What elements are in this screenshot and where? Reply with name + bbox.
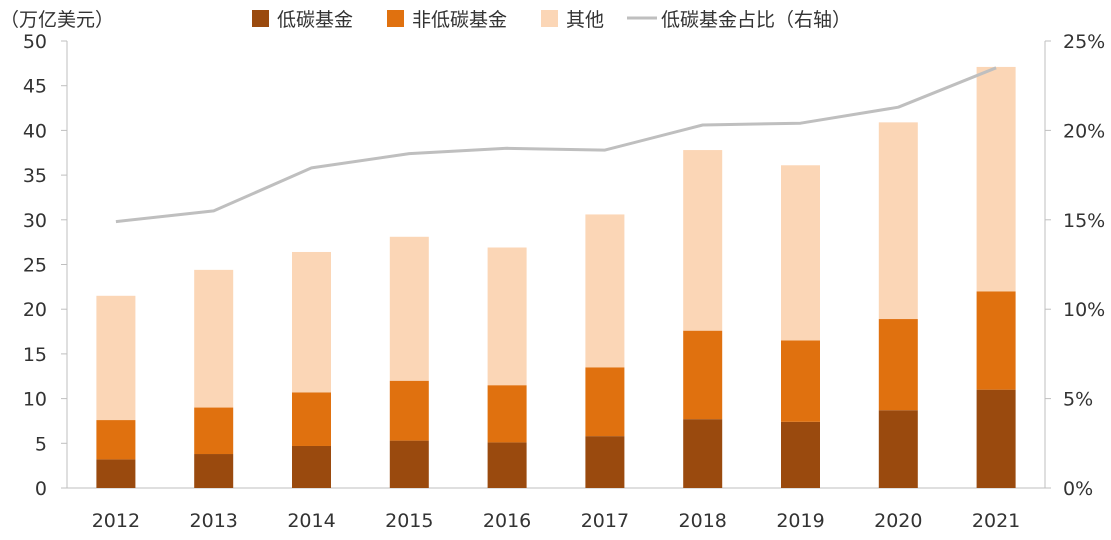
bar-segment-other — [781, 165, 820, 341]
legend-label-other: 其他 — [566, 9, 604, 31]
right-tick-label: 10% — [1063, 299, 1105, 321]
share-line — [115, 66, 997, 224]
bar-segment-non-low-carbon — [683, 330, 723, 420]
bar-segment-non-low-carbon — [292, 392, 331, 446]
right-axis-ticks: 0% 5% 10% 15% 20% 25% — [1045, 31, 1105, 500]
bar-segment-non-low-carbon — [487, 385, 527, 443]
legend-label-non-low-carbon: 非低碳基金 — [412, 9, 507, 31]
bar-segment-low-carbon — [96, 459, 136, 488]
bar-segment-other — [683, 150, 723, 331]
left-tick-label: 35 — [23, 165, 47, 187]
x-tick-label: 2020 — [874, 510, 922, 532]
x-tick-label: 2012 — [92, 510, 140, 532]
bar-segment-low-carbon — [781, 421, 820, 488]
left-axis-ticks: 0 5 10 15 20 25 30 35 40 45 50 — [23, 31, 67, 500]
left-tick-label: 15 — [23, 344, 47, 366]
bar-segment-other — [292, 251, 331, 393]
bar-segment-other — [585, 214, 625, 368]
left-tick-label: 30 — [23, 210, 47, 232]
legend: 低碳基金 非低碳基金 其他 低碳基金占比（右轴） — [252, 9, 851, 31]
x-tick-label: 2021 — [972, 510, 1020, 532]
bar-segment-low-carbon — [292, 445, 331, 488]
bar-segment-other — [194, 269, 234, 408]
bar-segment-non-low-carbon — [96, 420, 136, 460]
x-tick-label: 2016 — [483, 510, 531, 532]
right-tick-label: 25% — [1063, 31, 1105, 53]
right-tick-label: 5% — [1063, 389, 1093, 411]
legend-label-low-carbon: 低碳基金 — [277, 9, 353, 31]
bar-segment-low-carbon — [389, 440, 429, 488]
left-tick-label: 40 — [23, 120, 47, 142]
bar-segment-low-carbon — [585, 436, 625, 488]
x-axis-labels: 2012 2013 2014 2015 2016 2017 2018 2019 2020 2021 — [92, 510, 1021, 532]
bar-segment-low-carbon — [683, 419, 723, 488]
left-tick-label: 45 — [23, 76, 47, 98]
x-tick-label: 2017 — [581, 510, 629, 532]
bar-segment-other — [976, 66, 1016, 292]
x-tick-label: 2013 — [190, 510, 238, 532]
bar-segment-non-low-carbon — [585, 367, 625, 437]
right-tick-label: 15% — [1063, 210, 1105, 232]
x-tick-label: 2018 — [679, 510, 727, 532]
bar-segment-non-low-carbon — [781, 340, 820, 422]
bar-segment-other — [487, 247, 527, 386]
left-tick-label: 5 — [35, 433, 47, 455]
bar-segment-low-carbon — [487, 442, 527, 488]
left-tick-label: 10 — [23, 389, 47, 411]
left-axis-unit-label: （万亿美元） — [0, 9, 114, 31]
legend-swatch-low-carbon — [252, 10, 269, 27]
left-tick-label: 25 — [23, 255, 47, 277]
bar-segment-non-low-carbon — [194, 407, 234, 455]
legend-swatch-other — [541, 10, 558, 27]
bars — [96, 66, 1016, 488]
bar-segment-other — [389, 236, 429, 381]
share-line-layer — [115, 66, 997, 224]
legend-label-share-right-axis: 低碳基金占比（右轴） — [661, 9, 851, 31]
bar-segment-non-low-carbon — [976, 291, 1016, 390]
right-tick-label: 0% — [1063, 478, 1093, 500]
legend-swatch-non-low-carbon — [387, 10, 404, 27]
bar-segment-non-low-carbon — [878, 319, 918, 411]
left-tick-label: 20 — [23, 299, 47, 321]
x-tick-label: 2014 — [287, 510, 335, 532]
bar-segment-other — [96, 295, 136, 421]
bar-segment-low-carbon — [976, 389, 1016, 488]
x-tick-label: 2019 — [776, 510, 824, 532]
bar-segment-low-carbon — [194, 454, 234, 488]
left-tick-label: 50 — [23, 31, 47, 53]
left-tick-label: 0 — [35, 478, 47, 500]
bar-segment-low-carbon — [878, 410, 918, 488]
x-tick-label: 2015 — [385, 510, 433, 532]
right-tick-label: 20% — [1063, 120, 1105, 142]
bar-segment-other — [878, 122, 918, 320]
bar-segment-non-low-carbon — [389, 380, 429, 441]
